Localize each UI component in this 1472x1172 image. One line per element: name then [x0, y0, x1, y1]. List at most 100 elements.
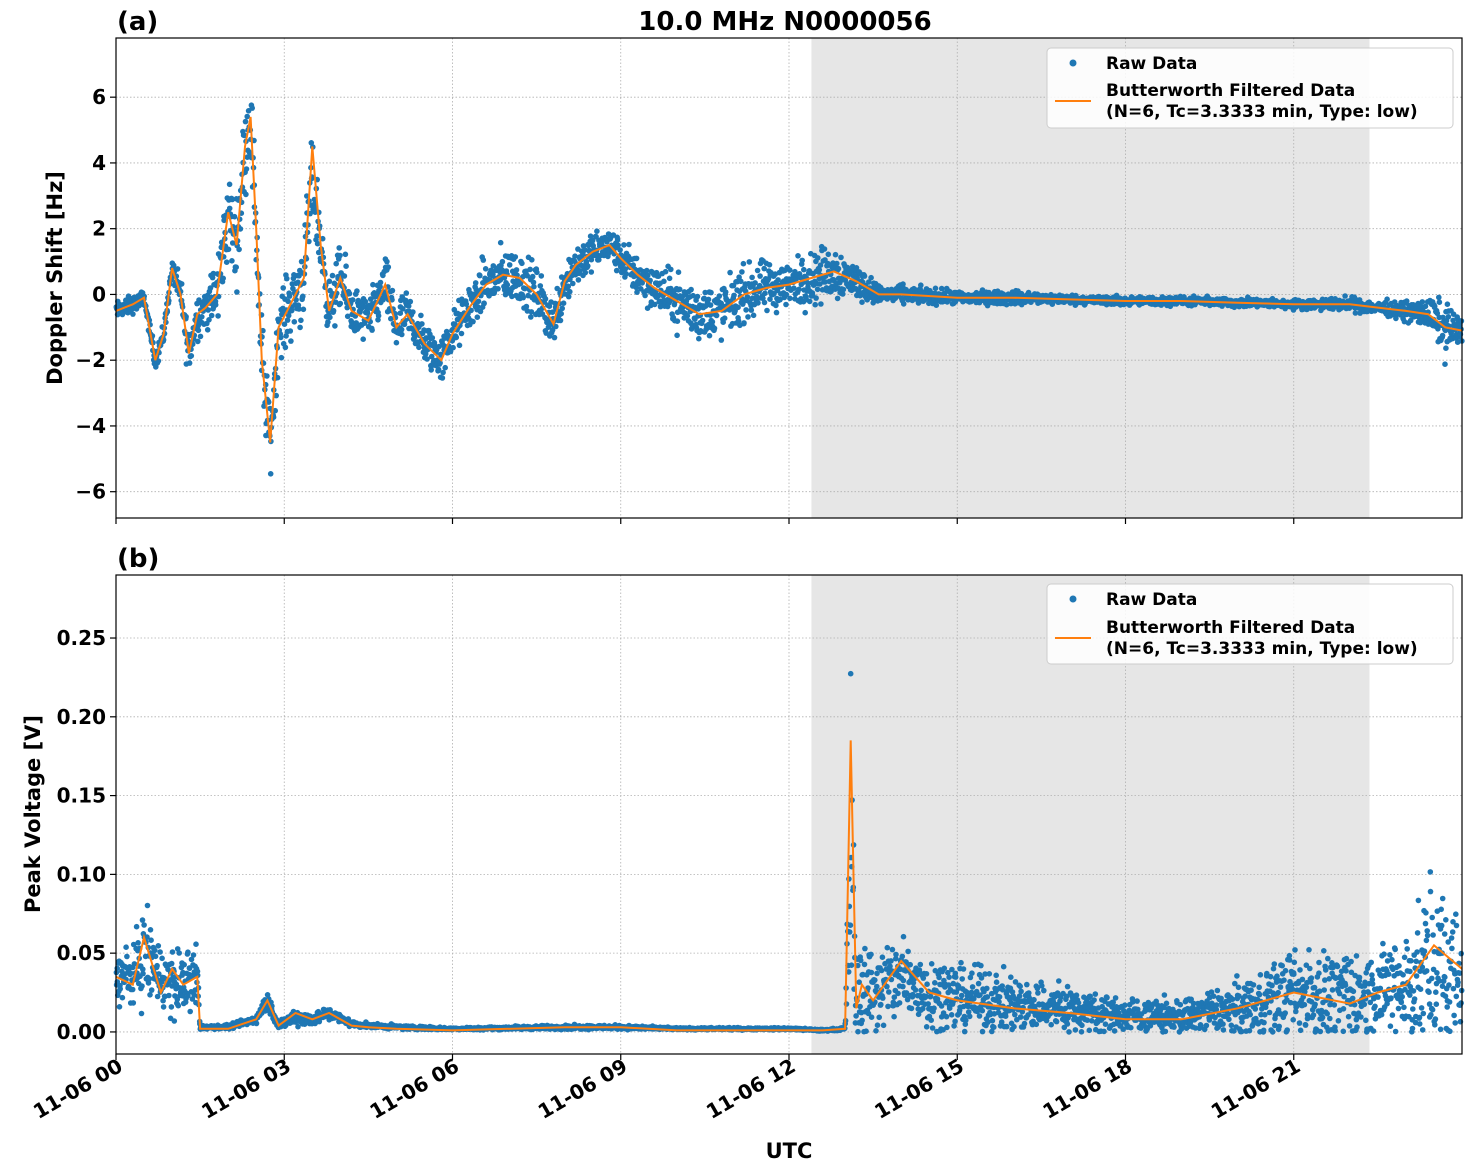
raw-data-point: [207, 285, 214, 291]
raw-data-point: [475, 304, 481, 310]
raw-data-point: [418, 312, 424, 319]
raw-data-point: [813, 295, 819, 301]
raw-data-point: [832, 251, 839, 258]
raw-data-point: [450, 344, 456, 351]
raw-data-point: [375, 312, 382, 319]
raw-data-point: [297, 324, 303, 331]
panel-a-legend-filtered-label: Butterworth Filtered Data: [1106, 81, 1355, 101]
raw-data-point: [497, 239, 504, 246]
raw-data-point: [626, 241, 632, 248]
raw-data-point: [234, 289, 240, 295]
raw-data-point: [840, 286, 847, 293]
raw-data-point: [477, 308, 484, 315]
raw-data-point: [410, 309, 416, 315]
raw-data-point: [1445, 314, 1452, 320]
raw-data-point: [815, 255, 821, 261]
raw-data-point: [186, 360, 193, 366]
raw-data-point: [293, 297, 299, 303]
raw-data-point: [398, 326, 405, 333]
raw-data-point: [676, 286, 683, 293]
raw-data-point: [285, 298, 291, 305]
raw-data-point: [644, 267, 650, 274]
raw-data-point: [181, 961, 187, 968]
raw-data-point: [821, 246, 828, 252]
y-tick-label: −4: [75, 414, 106, 438]
panel-a-xticks: [115, 518, 1295, 524]
raw-data-point: [1458, 318, 1465, 324]
raw-data-point: [761, 265, 767, 272]
raw-data-point: [596, 257, 602, 263]
raw-data-point: [802, 309, 808, 316]
raw-data-point: [773, 309, 780, 316]
raw-data-point: [231, 213, 238, 220]
raw-data-point: [506, 262, 513, 268]
raw-data-point: [583, 258, 590, 265]
raw-data-point: [147, 927, 154, 933]
raw-data-point: [835, 265, 842, 272]
raw-data-point: [429, 335, 436, 341]
raw-data-point: [727, 269, 733, 276]
raw-data-point: [169, 949, 176, 955]
raw-data-point: [559, 305, 565, 312]
raw-data-point: [812, 301, 818, 308]
raw-data-point: [787, 267, 793, 273]
raw-data-point: [389, 287, 396, 294]
raw-data-point: [791, 285, 797, 292]
raw-data-point: [389, 297, 395, 303]
raw-data-point: [288, 338, 294, 344]
raw-data-point: [253, 1020, 260, 1027]
raw-data-point: [828, 288, 834, 295]
raw-data-point: [752, 280, 758, 286]
raw-data-point: [264, 373, 270, 379]
raw-data-point: [154, 962, 160, 969]
raw-data-point: [329, 272, 336, 279]
panel-a-legend-raw-label: Raw Data: [1106, 54, 1197, 74]
raw-data-point: [190, 952, 197, 958]
raw-data-point: [531, 283, 537, 290]
raw-data-point: [529, 257, 535, 263]
raw-data-point: [405, 303, 412, 309]
raw-data-point: [168, 1004, 175, 1010]
raw-data-point: [537, 283, 544, 289]
raw-data-point: [834, 295, 841, 302]
raw-data-point: [722, 289, 729, 295]
raw-data-point: [743, 307, 749, 313]
raw-data-point: [745, 314, 751, 320]
raw-data-point: [400, 306, 406, 312]
raw-data-point: [661, 278, 667, 285]
raw-data-point: [674, 318, 681, 325]
raw-data-point: [325, 319, 331, 325]
raw-data-point: [868, 274, 874, 281]
raw-data-point: [799, 257, 805, 264]
raw-data-point: [699, 317, 706, 324]
raw-data-point: [282, 344, 289, 351]
raw-data-point: [749, 295, 756, 302]
raw-data-point: [647, 277, 653, 284]
raw-data-point: [377, 283, 383, 290]
raw-data-point: [428, 367, 435, 373]
raw-data-point: [523, 303, 530, 310]
raw-data-point: [424, 356, 430, 362]
raw-data-point: [463, 301, 470, 307]
raw-data-point: [528, 314, 534, 320]
raw-data-point: [435, 366, 442, 373]
raw-data-point: [229, 258, 235, 264]
raw-data-point: [215, 313, 221, 319]
raw-data-point: [701, 295, 707, 302]
raw-data-point: [1436, 294, 1442, 301]
raw-data-point: [284, 317, 291, 323]
raw-data-point: [748, 307, 755, 313]
raw-data-point: [119, 994, 126, 1001]
raw-data-point: [360, 336, 367, 343]
raw-data-point: [1393, 315, 1399, 322]
raw-data-point: [696, 335, 702, 342]
raw-data-point: [838, 254, 844, 261]
raw-data-point: [244, 154, 251, 160]
raw-data-point: [193, 941, 199, 947]
raw-data-point: [622, 266, 629, 272]
panel-b-label: (b): [117, 544, 159, 574]
raw-data-point: [280, 285, 287, 291]
raw-data-point: [570, 280, 576, 287]
raw-data-point: [760, 295, 766, 302]
raw-data-point: [551, 334, 558, 341]
